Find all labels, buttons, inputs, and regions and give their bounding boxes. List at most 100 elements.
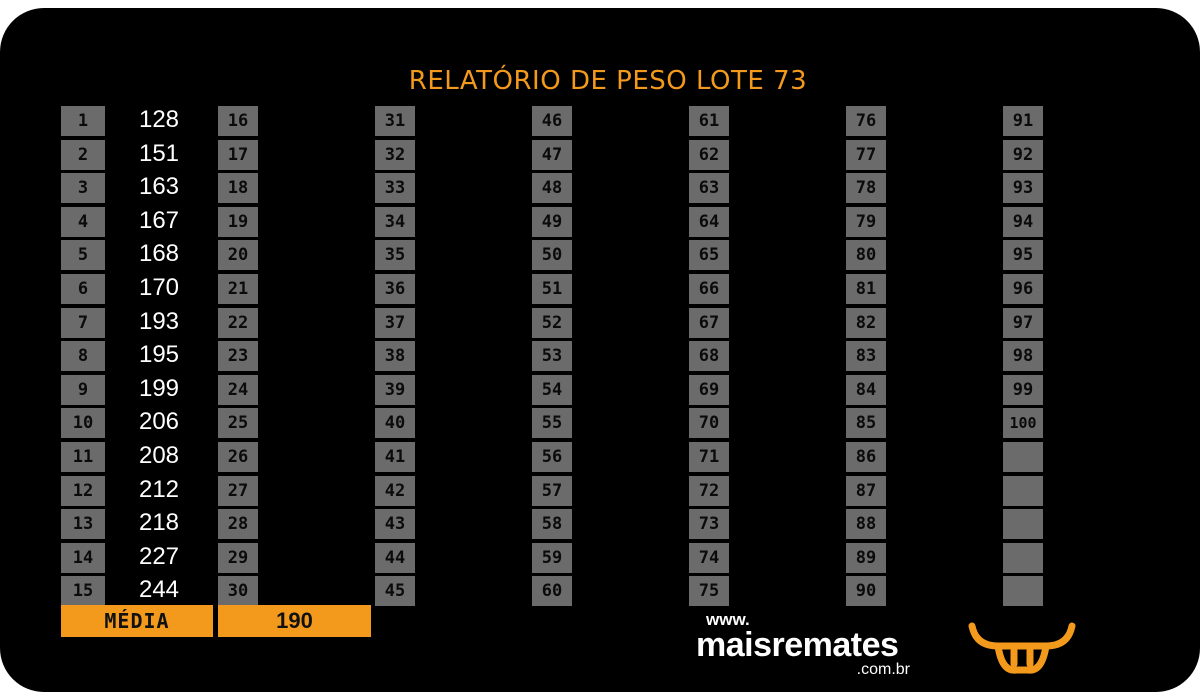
animal-number-cell: 73: [689, 509, 729, 540]
weight-value: 151: [138, 139, 180, 167]
animal-number-cell: 76: [846, 106, 886, 136]
animal-number-cell: 16: [218, 106, 258, 136]
weight-value: 193: [138, 307, 180, 335]
animal-number-cell: 91: [1003, 106, 1043, 136]
animal-number-cell: 78: [846, 173, 886, 204]
animal-number-cell: 3: [61, 173, 105, 204]
animal-number-cell: 82: [846, 307, 886, 338]
empty-cell: [1003, 509, 1043, 540]
animal-number-cell: 89: [846, 542, 886, 573]
animal-number-cell: 35: [375, 240, 415, 271]
weight-value: 208: [138, 441, 180, 469]
animal-number-cell: 65: [689, 240, 729, 271]
animal-number-cell: 8: [61, 341, 105, 372]
report-card: [0, 8, 1200, 692]
animal-number-cell: 40: [375, 408, 415, 439]
animal-number-cell: 28: [218, 509, 258, 540]
animal-number-cell: 23: [218, 341, 258, 372]
weight-value: 244: [138, 576, 180, 604]
animal-number-cell: 72: [689, 475, 729, 506]
animal-number-cell: 94: [1003, 206, 1043, 237]
animal-number-cell: 93: [1003, 173, 1043, 204]
animal-number-cell: 12: [61, 475, 105, 506]
animal-number-cell: 64: [689, 206, 729, 237]
animal-number-cell: 52: [532, 307, 572, 338]
animal-number-cell: 50: [532, 240, 572, 271]
animal-number-cell: 36: [375, 273, 415, 304]
animal-number-cell: 69: [689, 374, 729, 405]
animal-number-cell: 15: [61, 576, 105, 607]
animal-number-cell: 19: [218, 206, 258, 237]
animal-number-cell: 7: [61, 307, 105, 338]
weight-value: 168: [138, 240, 180, 268]
weight-value: 128: [138, 106, 180, 133]
animal-number-cell: 58: [532, 509, 572, 540]
animal-number-cell: 97: [1003, 307, 1043, 338]
weight-value: 170: [138, 273, 180, 301]
animal-number-cell: 34: [375, 206, 415, 237]
animal-number-cell: 77: [846, 139, 886, 170]
animal-number-cell: 62: [689, 139, 729, 170]
animal-number-cell: 4: [61, 206, 105, 237]
animal-number-cell: 95: [1003, 240, 1043, 271]
animal-number-cell: 84: [846, 374, 886, 405]
animal-number-cell: 45: [375, 576, 415, 607]
empty-cell: [1003, 542, 1043, 573]
average-value: 190: [218, 605, 371, 637]
animal-number-cell: 41: [375, 441, 415, 472]
animal-number-cell: 27: [218, 475, 258, 506]
animal-number-cell: 44: [375, 542, 415, 573]
animal-number-cell: 100: [1003, 408, 1043, 439]
animal-number-cell: 98: [1003, 341, 1043, 372]
animal-number-cell: 10: [61, 408, 105, 439]
animal-number-cell: 70: [689, 408, 729, 439]
animal-number-cell: 49: [532, 206, 572, 237]
logo-suffix: .com.br: [856, 661, 910, 678]
report-title: RELATÓRIO DE PESO LOTE 73: [408, 66, 808, 96]
animal-number-cell: 47: [532, 139, 572, 170]
animal-number-cell: 32: [375, 139, 415, 170]
animal-number-cell: 9: [61, 374, 105, 405]
empty-cell: [1003, 576, 1043, 607]
animal-number-cell: 39: [375, 374, 415, 405]
weight-value: 218: [138, 509, 180, 537]
animal-number-cell: 1: [61, 106, 105, 136]
animal-number-cell: 66: [689, 273, 729, 304]
animal-number-cell: 87: [846, 475, 886, 506]
animal-number-cell: 63: [689, 173, 729, 204]
animal-number-cell: 96: [1003, 273, 1043, 304]
animal-number-cell: 79: [846, 206, 886, 237]
weight-value: 195: [138, 341, 180, 369]
brand-logo: www. maisremates .com.br: [696, 611, 916, 678]
animal-number-cell: 81: [846, 273, 886, 304]
bull-head-icon: [968, 622, 1076, 674]
animal-number-cell: 20: [218, 240, 258, 271]
animal-number-cell: 56: [532, 441, 572, 472]
animal-number-cell: 18: [218, 173, 258, 204]
weight-value: 199: [138, 374, 180, 402]
animal-number-cell: 29: [218, 542, 258, 573]
average-label: MÉDIA: [61, 605, 213, 637]
weight-value: 206: [138, 408, 180, 436]
animal-number-cell: 60: [532, 576, 572, 607]
animal-number-cell: 24: [218, 374, 258, 405]
animal-number-cell: 5: [61, 240, 105, 271]
weight-value: 212: [138, 475, 180, 503]
animal-number-cell: 33: [375, 173, 415, 204]
animal-number-cell: 92: [1003, 139, 1043, 170]
animal-number-cell: 30: [218, 576, 258, 607]
animal-number-cell: 71: [689, 441, 729, 472]
empty-cell: [1003, 441, 1043, 472]
animal-number-cell: 99: [1003, 374, 1043, 405]
animal-number-cell: 46: [532, 106, 572, 136]
animal-number-cell: 86: [846, 441, 886, 472]
animal-number-cell: 57: [532, 475, 572, 506]
logo-name: maisremates: [696, 626, 899, 664]
animal-number-cell: 67: [689, 307, 729, 338]
animal-number-cell: 51: [532, 273, 572, 304]
animal-number-cell: 80: [846, 240, 886, 271]
empty-cell: [1003, 475, 1043, 506]
animal-number-cell: 11: [61, 441, 105, 472]
animal-number-cell: 74: [689, 542, 729, 573]
animal-number-cell: 61: [689, 106, 729, 136]
